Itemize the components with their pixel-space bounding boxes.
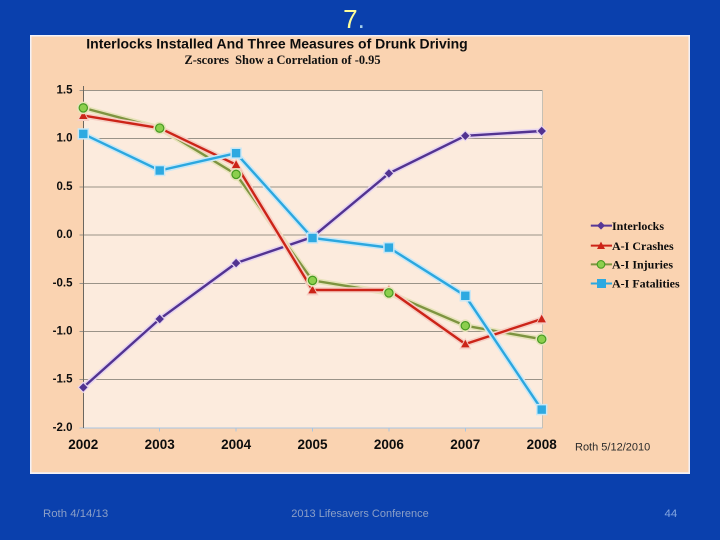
svg-text:A-I Injuries: A-I Injuries [612, 258, 673, 272]
svg-text:-1.5: -1.5 [53, 374, 73, 386]
svg-text:Interlocks: Interlocks [612, 219, 664, 233]
svg-text:2008: 2008 [527, 437, 558, 452]
svg-text:2005: 2005 [297, 437, 328, 452]
svg-text:2002: 2002 [68, 437, 98, 452]
svg-text:Roth 5/12/2010: Roth 5/12/2010 [575, 442, 650, 454]
svg-text:1.5: 1.5 [57, 85, 74, 97]
svg-text:1.0: 1.0 [57, 133, 73, 145]
svg-text:2003: 2003 [145, 437, 176, 452]
svg-text:A-I Crashes: A-I Crashes [612, 239, 674, 253]
svg-text:0.5: 0.5 [57, 181, 74, 193]
svg-text:0.0: 0.0 [57, 229, 73, 241]
svg-text:2007: 2007 [450, 437, 480, 452]
svg-text:2004: 2004 [221, 437, 252, 452]
svg-text:-0.5: -0.5 [53, 277, 73, 289]
svg-text:A-I Fatalities: A-I Fatalities [612, 277, 680, 291]
svg-text:2006: 2006 [374, 437, 405, 452]
svg-text:Interlocks Installed And Three: Interlocks Installed And Three Measures … [86, 36, 467, 52]
svg-text:-1.0: -1.0 [53, 326, 73, 338]
svg-text:Z-scores Show a Correlation o: Z-scores Show a Correlation of -0.95 [184, 53, 380, 67]
svg-text:-2.0: -2.0 [53, 422, 73, 434]
